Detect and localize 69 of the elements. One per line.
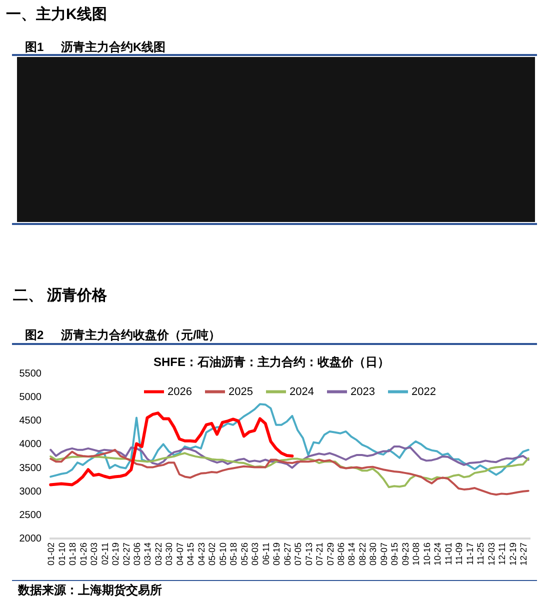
chart-title: 图2 沥青主力合约收盘价（元/吨） [25,327,220,343]
x-tick-label: 02-27 [121,542,132,566]
x-tick-label: 09-15 [390,542,400,566]
x-tick-label: 03-30 [164,542,174,566]
y-tick-label: 2000 [19,534,42,544]
x-tick-label: 12-11 [497,542,508,565]
x-tick-label: 07-29 [325,542,336,566]
x-tick-label: 10-24 [432,542,443,566]
x-tick-label: 11-17 [464,542,475,565]
x-tick-label: 08-22 [357,542,368,566]
x-tick-label: 08-14 [346,542,357,566]
x-tick-label: 05-10 [218,542,228,566]
text: 图1 沥青主力合约K线图 [25,39,166,55]
x-tick-label: 11-01 [443,542,454,565]
text: 二、 沥青价格 [13,287,108,305]
x-tick-label: 03-14 [142,542,153,566]
x-tick-label: 07-21 [314,542,325,566]
x-tick-label: 02-19 [110,542,121,566]
x-tick-label: 04-23 [196,542,206,566]
x-tick-label: 04-07 [174,542,185,566]
line-series [50,446,530,469]
x-tick-label: 10-16 [422,542,432,566]
x-tick-label: 01-02 [46,542,56,566]
x-tick-label: 03-06 [132,542,142,566]
x-tick-label: 08-06 [336,542,346,566]
x-tick-label: 02-03 [89,542,100,566]
line-series [50,452,530,488]
line-series [49,412,294,486]
x-tick-label: 09-23 [400,542,410,566]
x-tick-label: 01-10 [56,542,67,566]
x-tick-label: 12-27 [518,542,529,566]
x-tick-label: 02-11 [100,542,110,565]
y-tick-label: 4000 [19,439,42,450]
x-tick-label: 05-18 [228,542,239,566]
x-tick-label: 06-27 [282,542,292,566]
line-series [50,448,530,496]
x-tick-label: 04-15 [186,542,196,566]
source-note: 数据来源：上海期货交易所 [18,582,162,598]
x-tick-label: 01-18 [68,542,78,566]
x-tick-label: 09-07 [378,542,389,566]
x-tick-label: 06-11 [260,542,271,565]
y-tick-label: 2500 [19,510,42,521]
line-series [50,403,530,478]
legend-label: 2023 [350,386,375,398]
text: 一、主力K线图 [6,6,107,24]
x-tick-label: 10-08 [411,542,422,566]
x-tick-label: 05-02 [207,542,218,566]
x-tick-label: 07-13 [304,542,314,566]
x-tick-label: 12-03 [486,542,496,566]
x-tick-label: 07-05 [293,542,304,566]
y-tick-label: 5500 [19,368,42,380]
chart-subtitle: SHFE：石油沥青：主力合约：收盘价（日） [153,355,390,369]
x-tick-label: 05-26 [239,542,250,566]
y-tick-label: 3500 [19,462,42,474]
y-tick-label: 4500 [19,416,42,427]
x-tick-label: 06-19 [272,542,282,566]
x-tick-label: 03-22 [153,542,164,566]
x-tick-label: 11-09 [454,542,464,565]
x-tick-label: 11-25 [476,542,486,565]
legend-label: 2024 [290,386,314,398]
x-tick-label: 12-19 [508,542,518,566]
x-tick-label: 06-03 [250,542,260,566]
legend-label: 2026 [168,386,192,398]
y-tick-label: 3000 [19,486,42,498]
x-tick-label: 01-26 [78,542,88,566]
legend-label: 2025 [228,386,253,398]
x-tick-label: 08-30 [368,542,378,566]
legend-label: 2022 [412,386,436,398]
y-tick-label: 5000 [19,392,42,404]
